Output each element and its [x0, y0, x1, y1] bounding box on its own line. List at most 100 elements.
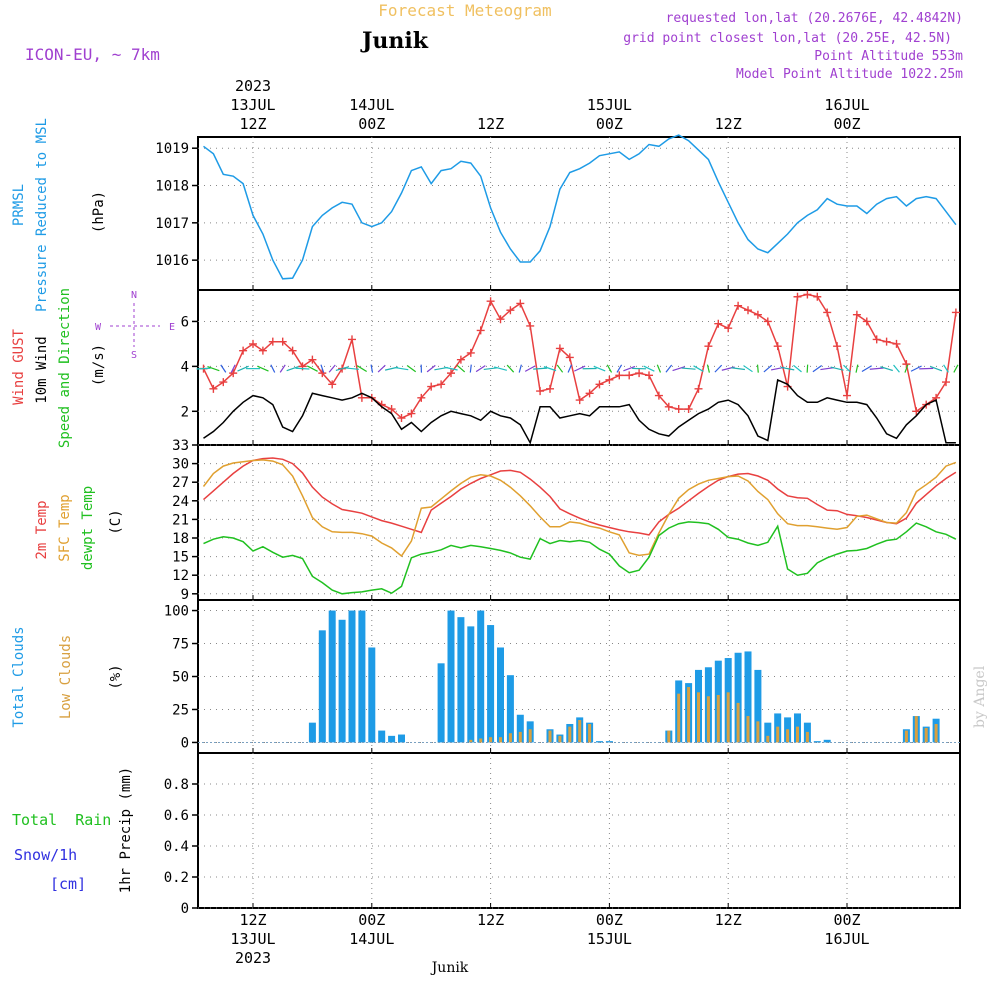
y-tick-label: 100 [164, 604, 189, 620]
y-tick-label: 21 [172, 512, 189, 528]
total-cloud-bar [348, 610, 356, 743]
series-line-10m-wind [203, 378, 956, 445]
gust-point [862, 317, 871, 326]
gust-point [664, 402, 673, 411]
prmsl-desc-label: Pressure Reduced to MSL [34, 118, 50, 312]
wind-arrow [706, 364, 710, 373]
total-cloud-bar [823, 739, 831, 743]
total-cloud-bar [308, 722, 316, 743]
low-cloud-bar [726, 692, 730, 743]
wind-arrow [394, 366, 409, 371]
gust-point [516, 299, 525, 308]
wind-arrow [506, 364, 515, 373]
total-cloud-bar [506, 675, 514, 743]
gust-point [397, 414, 406, 423]
footer-location: Junik [430, 960, 469, 976]
y-tick-label: 0.6 [164, 808, 189, 824]
y-tick-label: 18 [172, 531, 189, 547]
low-cloud-bar [548, 730, 552, 743]
low-cloud-bar [508, 733, 512, 743]
precip-panel: 0 0.2 0.4 0.6 0.8 [164, 752, 961, 917]
wind-arrow [406, 364, 417, 373]
wind-arrow [904, 364, 909, 373]
wind-arrow [780, 366, 795, 371]
y-tick-label: 0.4 [164, 839, 189, 855]
wind-arrow [335, 366, 349, 372]
total-cloud-bar [358, 610, 366, 743]
wind-arrow [910, 365, 922, 372]
wind-arrow [237, 365, 249, 372]
wind-arrow [483, 367, 498, 371]
gust-point [753, 310, 762, 319]
wind-arrow [953, 364, 959, 373]
bottom-time-label: 00Z [833, 911, 860, 929]
gust-point [625, 371, 634, 380]
gust-point [882, 337, 891, 346]
gust-point [823, 308, 832, 317]
wind-arrow [919, 367, 934, 370]
y-tick-label: 0 [181, 901, 189, 917]
gust-point [843, 391, 851, 400]
total-cloud-bar [338, 619, 346, 743]
gust-point [357, 393, 366, 402]
wind-arrow [812, 365, 823, 373]
y-tick-label: 1018 [155, 179, 189, 195]
dew-label: dewpt Temp [80, 486, 96, 570]
wind-arrow [377, 364, 386, 373]
low-cloud-bar [687, 687, 691, 743]
wind-arrow [681, 367, 696, 370]
bottom-time-label: 15JUL [587, 930, 632, 948]
bottom-time-label: 12Z [477, 911, 504, 929]
gust-point [615, 371, 624, 380]
pressure-frame [197, 136, 961, 291]
bottom-time-label: 12Z [239, 911, 266, 929]
wind-arrow [731, 367, 745, 371]
precip-axis-label: 1hr Precip (mm) [118, 767, 134, 893]
top-time-label: 16JUL [824, 96, 869, 114]
prmsl-label: PRMSL [11, 184, 27, 226]
wind-arrow [861, 365, 872, 373]
wind-arrow [665, 364, 673, 373]
gust-point [308, 355, 317, 364]
series-line-sfc-temp [202, 459, 957, 558]
bottom-time-label: 2023 [235, 949, 271, 967]
total-cloud-bar [813, 741, 821, 743]
plot-layer: 1016101710181019246912151821242730330255… [155, 77, 961, 967]
gust-point [724, 324, 733, 333]
bottom-time-label: 14JUL [349, 930, 394, 948]
temperature-panel: 9 12 15 18 21 24 27 30 33 [172, 438, 961, 603]
bottom-time-label: 16JUL [824, 930, 869, 948]
wind-arrow [328, 364, 336, 373]
y-tick-label: 2 [181, 404, 189, 420]
sfc-label: SFC Temp [57, 494, 73, 561]
wind-arrow [623, 365, 636, 372]
wind-arrow [196, 367, 211, 370]
y-tick-label: 30 [172, 457, 189, 473]
y-tick-label: 0.2 [164, 870, 189, 886]
low-cloud-bar [528, 729, 532, 743]
low-cloud-bar [934, 723, 938, 743]
gust-point [496, 315, 505, 324]
gust-point [328, 380, 337, 389]
wind-unit-label: (m/s) [91, 344, 107, 386]
wind-arrow [257, 365, 269, 372]
top-time-label: 12Z [477, 115, 504, 133]
gust-point [209, 384, 218, 393]
low-cloud-bar [479, 738, 483, 743]
low-cloud-bar [756, 721, 760, 743]
prmsl-unit-label: (hPa) [91, 191, 107, 233]
wind-arrow [616, 364, 623, 373]
gust-label: Wind GUST [11, 329, 27, 405]
y-tick-label: 4 [181, 359, 189, 375]
point-altitude: Point Altitude 553m [814, 49, 963, 64]
low-cloud-bar [558, 735, 562, 743]
total-cloud-bar [378, 730, 386, 743]
gust-point [526, 321, 535, 330]
gust-point [555, 344, 564, 353]
wind-dir-label: Speed and Direction [57, 288, 73, 448]
low-cloud-bar [914, 716, 918, 743]
compass-icon: N S W E [95, 290, 175, 361]
wind-arrow [543, 366, 557, 372]
gust-point [486, 297, 495, 306]
